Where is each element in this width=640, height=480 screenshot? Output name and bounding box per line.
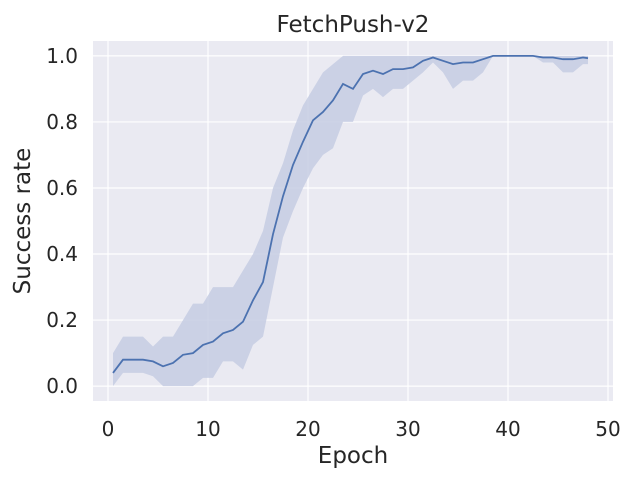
y-axis-label: Success rate	[10, 148, 36, 295]
y-tick-label: 0.4	[46, 242, 78, 266]
y-tick-label: 0.8	[46, 110, 78, 134]
y-tick-label: 0.6	[46, 176, 78, 200]
series-line	[112, 55, 589, 374]
x-tick-label: 10	[195, 417, 220, 441]
x-tick-label: 30	[395, 417, 420, 441]
y-tick-label: 0.2	[46, 308, 78, 332]
x-tick-labels: 0 10 20 30 40 50	[102, 417, 621, 441]
y-tick-labels: 0.0 0.2 0.4 0.6 0.8 1.0	[46, 44, 78, 398]
y-tick-label: 0.0	[46, 374, 78, 398]
confidence-band	[113, 55, 588, 387]
x-tick-label: 0	[102, 417, 115, 441]
chart-title: FetchPush-v2	[277, 12, 430, 38]
x-axis-label: Epoch	[318, 443, 388, 469]
y-tick-label: 1.0	[46, 44, 78, 68]
x-tick-label: 50	[595, 417, 620, 441]
x-tick-label: 40	[495, 417, 520, 441]
x-tick-label: 20	[295, 417, 320, 441]
